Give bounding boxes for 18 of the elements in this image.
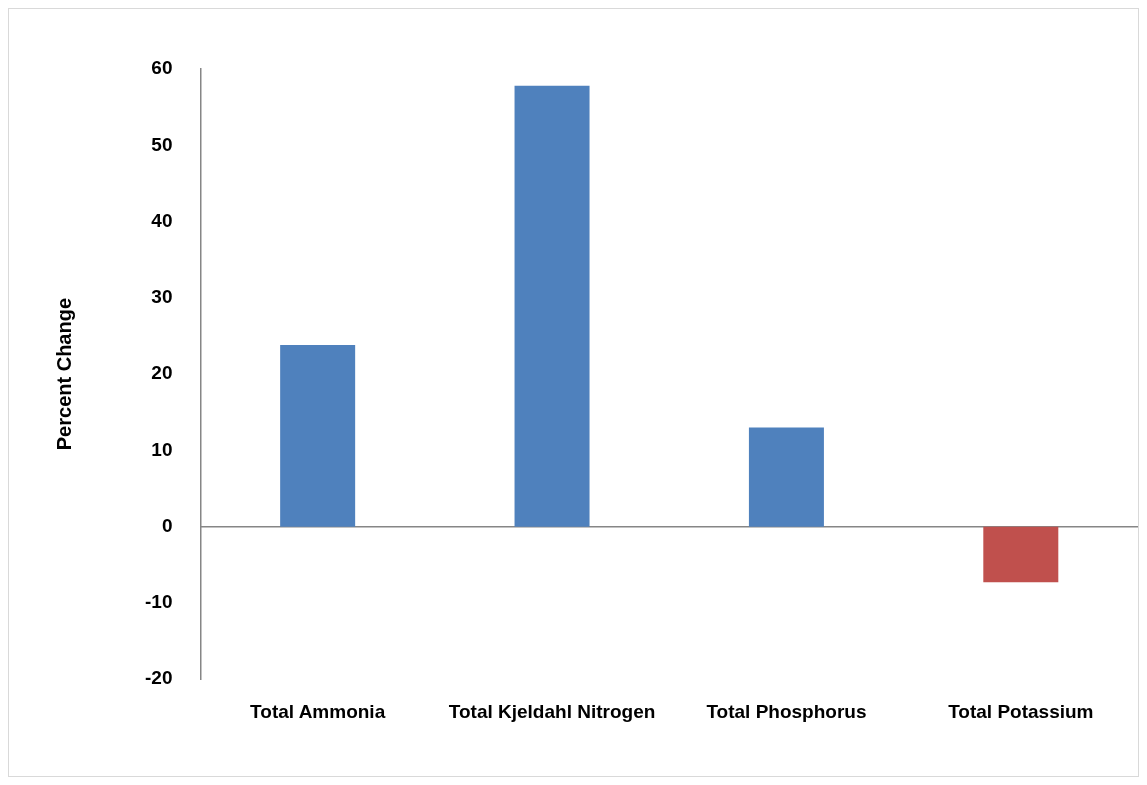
bar: [983, 526, 1059, 583]
y-tick-label: 30: [151, 286, 173, 308]
bar: [748, 427, 824, 527]
y-tick-label: -10: [144, 591, 173, 613]
y-tick-label: -20: [144, 667, 173, 689]
x-tick-label: Total Ammonia: [250, 700, 386, 722]
y-tick-label: 10: [151, 438, 173, 460]
x-tick-label: Total Kjeldahl Nitrogen: [448, 700, 656, 722]
x-tick-label: Total Potassium: [948, 700, 1094, 722]
bar: [280, 345, 356, 527]
x-tick-label: Total Phosphorus: [706, 700, 867, 722]
y-tick-label: 50: [151, 133, 173, 155]
y-tick-label: 40: [151, 209, 173, 231]
y-tick-label: 60: [151, 57, 173, 79]
y-tick-label: 0: [161, 514, 173, 536]
bar: [514, 85, 590, 527]
y-tick-label: 20: [151, 362, 173, 384]
y-axis-title: Percent Change: [52, 297, 75, 451]
